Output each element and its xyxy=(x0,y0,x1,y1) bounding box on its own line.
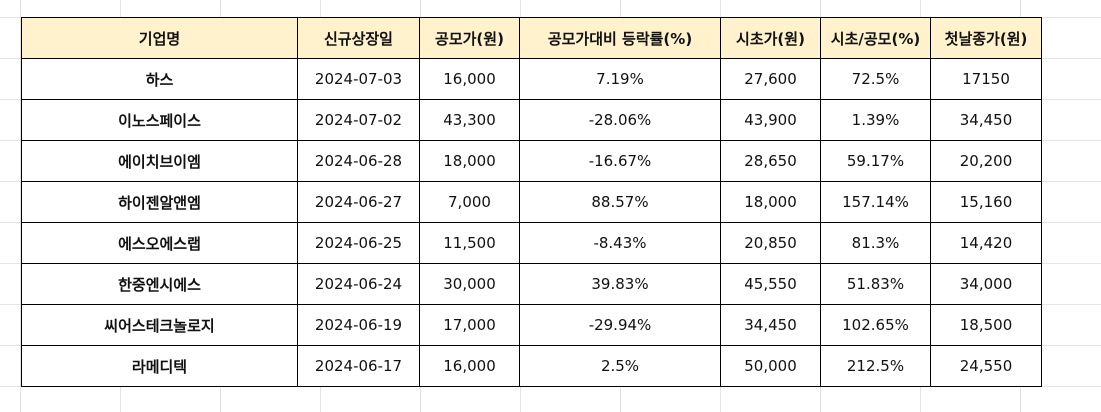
cell-open-offer-ratio[interactable]: 81.3% xyxy=(820,222,931,264)
cell-first-day-close[interactable]: 20,200 xyxy=(930,140,1042,182)
cell-first-day-close[interactable]: 17150 xyxy=(930,58,1042,100)
cell-open-offer-ratio[interactable]: 1.39% xyxy=(820,99,931,141)
cell-first-day-close[interactable]: 14,420 xyxy=(930,222,1042,264)
cell-opening-price[interactable]: 28,650 xyxy=(720,140,821,182)
cell-open-offer-ratio[interactable]: 157.14% xyxy=(820,181,931,223)
cell-opening-price[interactable]: 34,450 xyxy=(720,304,821,346)
header-opening-price[interactable]: 시초가(원) xyxy=(720,17,821,59)
cell-change-rate[interactable]: 7.19% xyxy=(519,58,721,100)
header-company[interactable]: 기업명 xyxy=(21,17,298,59)
cell-company[interactable]: 에이치브이엠 xyxy=(21,140,298,182)
header-first-day-close[interactable]: 첫날종가(원) xyxy=(930,17,1042,59)
cell-open-offer-ratio[interactable]: 51.83% xyxy=(820,263,931,305)
cell-change-rate[interactable]: 39.83% xyxy=(519,263,721,305)
cell-company[interactable]: 이노스페이스 xyxy=(21,99,298,141)
cell-listing-date[interactable]: 2024-06-24 xyxy=(297,263,420,305)
cell-opening-price[interactable]: 43,900 xyxy=(720,99,821,141)
cell-company[interactable]: 하이젠알앤엠 xyxy=(21,181,298,223)
table-row: 라메디텍 2024-06-17 16,000 2.5% 50,000 212.5… xyxy=(21,345,1042,387)
cell-first-day-close[interactable]: 15,160 xyxy=(930,181,1042,223)
cell-change-rate[interactable]: 2.5% xyxy=(519,345,721,387)
cell-change-rate[interactable]: -28.06% xyxy=(519,99,721,141)
cell-offer-price[interactable]: 11,500 xyxy=(419,222,520,264)
cell-offer-price[interactable]: 16,000 xyxy=(419,345,520,387)
cell-open-offer-ratio[interactable]: 102.65% xyxy=(820,304,931,346)
table-row: 에스오에스랩 2024-06-25 11,500 -8.43% 20,850 8… xyxy=(21,222,1042,264)
cell-offer-price[interactable]: 16,000 xyxy=(419,58,520,100)
cell-company[interactable]: 씨어스테크놀로지 xyxy=(21,304,298,346)
cell-offer-price[interactable]: 18,000 xyxy=(419,140,520,182)
cell-listing-date[interactable]: 2024-06-27 xyxy=(297,181,420,223)
header-listing-date[interactable]: 신규상장일 xyxy=(297,17,420,59)
table-row: 하스 2024-07-03 16,000 7.19% 27,600 72.5% … xyxy=(21,58,1042,100)
cell-offer-price[interactable]: 17,000 xyxy=(419,304,520,346)
cell-change-rate[interactable]: -16.67% xyxy=(519,140,721,182)
table-row: 한중엔시에스 2024-06-24 30,000 39.83% 45,550 5… xyxy=(21,263,1042,305)
cell-first-day-close[interactable]: 18,500 xyxy=(930,304,1042,346)
cell-company[interactable]: 라메디텍 xyxy=(21,345,298,387)
ipo-table-container: 기업명 신규상장일 공모가(원) 공모가대비 등락률(%) 시초가(원) 시초/… xyxy=(21,17,1042,387)
cell-listing-date[interactable]: 2024-07-02 xyxy=(297,99,420,141)
header-row: 기업명 신규상장일 공모가(원) 공모가대비 등락률(%) 시초가(원) 시초/… xyxy=(21,17,1042,59)
cell-offer-price[interactable]: 43,300 xyxy=(419,99,520,141)
cell-company[interactable]: 한중엔시에스 xyxy=(21,263,298,305)
cell-offer-price[interactable]: 30,000 xyxy=(419,263,520,305)
cell-first-day-close[interactable]: 34,000 xyxy=(930,263,1042,305)
cell-opening-price[interactable]: 50,000 xyxy=(720,345,821,387)
cell-opening-price[interactable]: 27,600 xyxy=(720,58,821,100)
header-change-rate[interactable]: 공모가대비 등락률(%) xyxy=(519,17,721,59)
cell-listing-date[interactable]: 2024-06-28 xyxy=(297,140,420,182)
table-row: 이노스페이스 2024-07-02 43,300 -28.06% 43,900 … xyxy=(21,99,1042,141)
cell-opening-price[interactable]: 45,550 xyxy=(720,263,821,305)
ipo-listing-table: 기업명 신규상장일 공모가(원) 공모가대비 등락률(%) 시초가(원) 시초/… xyxy=(21,17,1042,387)
cell-first-day-close[interactable]: 24,550 xyxy=(930,345,1042,387)
cell-change-rate[interactable]: 88.57% xyxy=(519,181,721,223)
table-row: 씨어스테크놀로지 2024-06-19 17,000 -29.94% 34,45… xyxy=(21,304,1042,346)
cell-change-rate[interactable]: -29.94% xyxy=(519,304,721,346)
table-row: 에이치브이엠 2024-06-28 18,000 -16.67% 28,650 … xyxy=(21,140,1042,182)
cell-open-offer-ratio[interactable]: 59.17% xyxy=(820,140,931,182)
cell-listing-date[interactable]: 2024-07-03 xyxy=(297,58,420,100)
cell-listing-date[interactable]: 2024-06-17 xyxy=(297,345,420,387)
cell-open-offer-ratio[interactable]: 72.5% xyxy=(820,58,931,100)
table-row: 하이젠알앤엠 2024-06-27 7,000 88.57% 18,000 15… xyxy=(21,181,1042,223)
cell-company[interactable]: 에스오에스랩 xyxy=(21,222,298,264)
cell-open-offer-ratio[interactable]: 212.5% xyxy=(820,345,931,387)
header-offer-price[interactable]: 공모가(원) xyxy=(419,17,520,59)
cell-listing-date[interactable]: 2024-06-19 xyxy=(297,304,420,346)
cell-offer-price[interactable]: 7,000 xyxy=(419,181,520,223)
cell-company[interactable]: 하스 xyxy=(21,58,298,100)
cell-opening-price[interactable]: 18,000 xyxy=(720,181,821,223)
header-open-offer-ratio[interactable]: 시초/공모(%) xyxy=(820,17,931,59)
cell-change-rate[interactable]: -8.43% xyxy=(519,222,721,264)
cell-opening-price[interactable]: 20,850 xyxy=(720,222,821,264)
cell-first-day-close[interactable]: 34,450 xyxy=(930,99,1042,141)
cell-listing-date[interactable]: 2024-06-25 xyxy=(297,222,420,264)
